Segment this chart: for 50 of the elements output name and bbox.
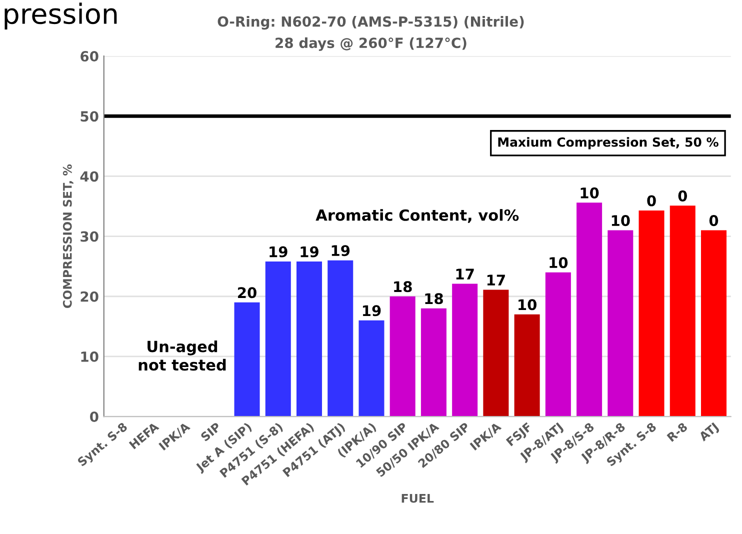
y-tick-label: 10 xyxy=(81,351,98,362)
bar xyxy=(358,320,384,417)
annotation: 10 xyxy=(580,187,599,198)
y-axis-title: COMPRESSION SET, % xyxy=(62,164,74,308)
bar xyxy=(576,202,602,417)
annotation: 10 xyxy=(550,257,568,268)
bar xyxy=(638,210,664,417)
bar xyxy=(701,230,727,417)
y-tick-label: 60 xyxy=(80,51,98,62)
y-tick-label: 30 xyxy=(80,231,98,242)
annotation: 17 xyxy=(487,274,505,286)
annotation: 0 xyxy=(678,190,688,202)
bar xyxy=(670,206,696,417)
bar xyxy=(296,262,322,417)
annotation: 0 xyxy=(709,215,718,226)
bar xyxy=(420,308,446,417)
y-tick-label: 40 xyxy=(80,171,98,182)
x-tick-label: SIP xyxy=(200,422,222,442)
y-tick-label: 50 xyxy=(80,111,98,122)
annotation: Un-aged not tested xyxy=(138,340,226,371)
y-tick-label: 20 xyxy=(80,291,98,302)
annotation: 0 xyxy=(647,195,656,206)
annotation: 10 xyxy=(518,299,537,310)
bar xyxy=(234,302,260,417)
bar xyxy=(265,262,291,417)
bar xyxy=(328,260,354,417)
annotation: 18 xyxy=(425,293,443,304)
annotation: 19 xyxy=(300,246,318,258)
chart-title: O-Ring: N602-70 (AMS-P-5315) (Nitrile) xyxy=(218,16,524,30)
chart-subtitle: 28 days @ 260°F (127°C) xyxy=(276,37,466,51)
bar xyxy=(545,272,571,417)
annotation: 19 xyxy=(332,245,350,256)
text: pression xyxy=(4,2,117,30)
annotation: Aromatic Content, vol% xyxy=(316,209,519,223)
bar xyxy=(390,296,416,417)
annotation: 10 xyxy=(612,215,630,226)
y-tick-label: 0 xyxy=(90,411,98,422)
bar xyxy=(452,284,478,417)
bar xyxy=(514,314,540,417)
annotation: 19 xyxy=(362,305,381,316)
x-tick-label: ATJ xyxy=(698,422,720,444)
annotation: 17 xyxy=(456,268,474,280)
bar xyxy=(483,290,509,417)
ref-line-label: Maxium Compression Set, 50 % xyxy=(498,137,718,150)
annotation: 18 xyxy=(394,281,412,292)
annotation: 20 xyxy=(238,287,256,298)
bar xyxy=(608,230,634,417)
x-axis-title: FUEL xyxy=(402,494,434,503)
annotation: 19 xyxy=(270,246,288,258)
x-tick-label: R-8 xyxy=(666,422,688,442)
